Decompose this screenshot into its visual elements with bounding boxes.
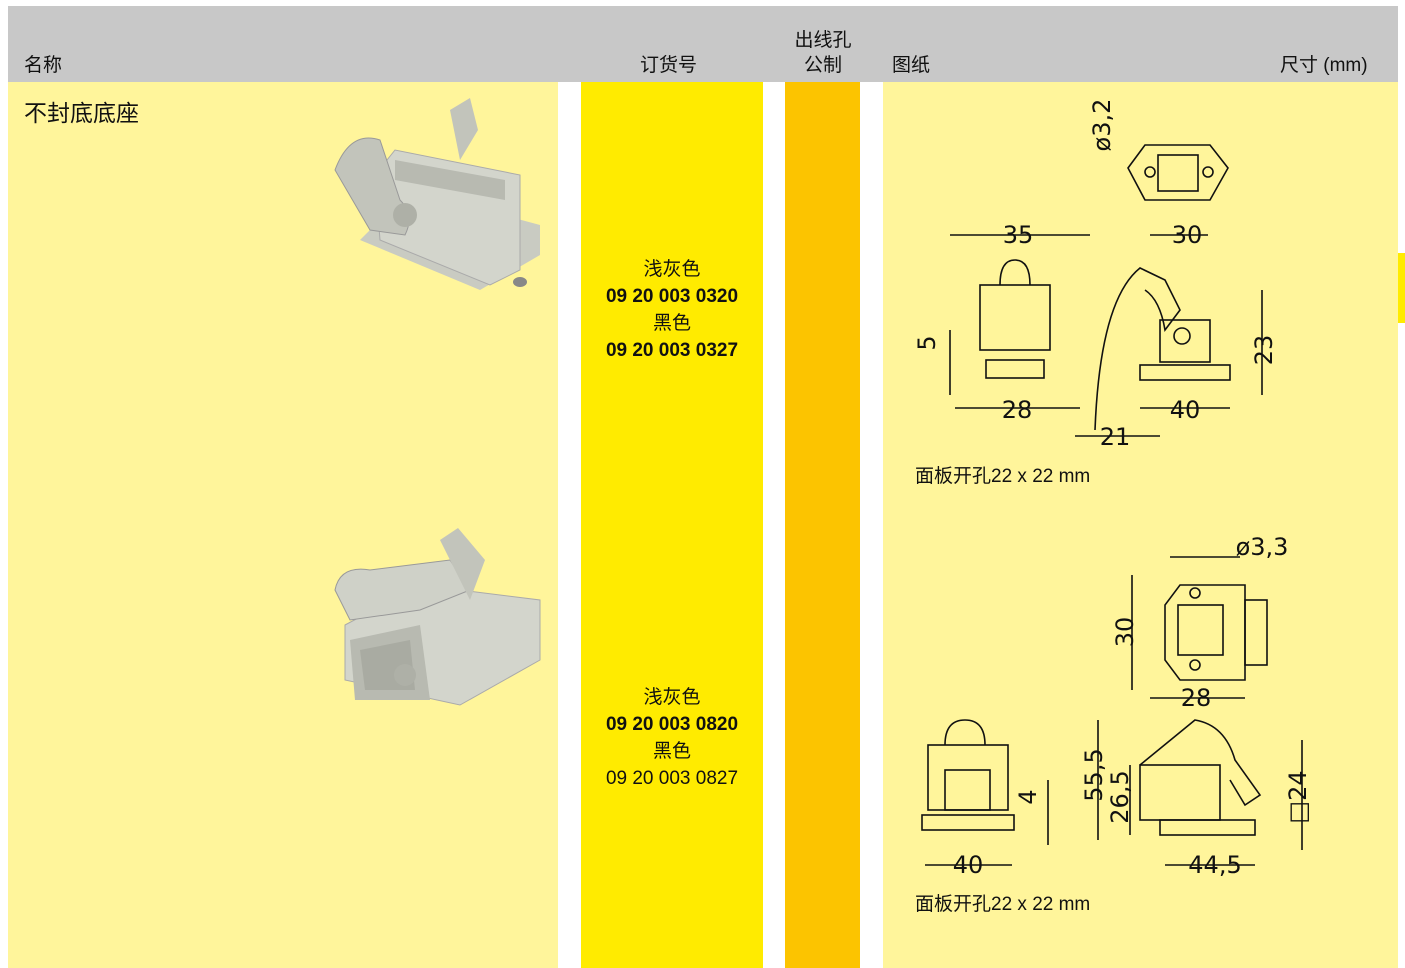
dimension-label: 28	[1002, 396, 1033, 424]
color: 黑色	[652, 313, 691, 334]
header-drawing: 图纸	[892, 55, 931, 76]
color: 浅灰色	[643, 687, 701, 708]
order-info: 浅灰色 09 20 003 0820 黑色 09 20 003 0827	[581, 684, 763, 792]
dimension-label: 30	[1172, 221, 1203, 249]
product-image	[334, 528, 541, 706]
dimension-label: 23	[1250, 335, 1278, 366]
dimension-label: 55,5	[1080, 748, 1108, 801]
side-tab	[1398, 253, 1405, 323]
header-order-no: 订货号	[640, 55, 698, 76]
order-number: 09 20 003 0827	[605, 768, 739, 789]
color: 浅灰色	[643, 259, 701, 280]
order-column	[581, 82, 763, 968]
dimension-label: □24	[1284, 770, 1312, 823]
technical-drawing: ø3,2 30 35 5 28 21 40 23	[913, 99, 1278, 451]
dimension-label: 30	[1111, 617, 1139, 648]
panel-cutout-note: 面板开孔22 x 22 mm	[915, 466, 1091, 487]
dimension-label: 5	[913, 335, 941, 350]
dimension-label: 35	[1003, 221, 1034, 249]
dimension-label: ø3,2	[1088, 99, 1116, 152]
order-number: 09 20 003 0327	[605, 340, 739, 361]
header-bar	[8, 6, 1398, 82]
header-cable-entry: 公制	[803, 55, 842, 76]
dimension-label: 40	[953, 851, 984, 879]
header-cable-entry: 出线孔	[794, 30, 852, 51]
dimension-label: 40	[1170, 396, 1201, 424]
color: 黑色	[652, 741, 691, 762]
cable-column	[785, 82, 860, 968]
dimension-label: ø3,3	[1236, 533, 1289, 561]
section-title: 不封底底座	[24, 100, 139, 126]
dimension-label: 26,5	[1106, 770, 1134, 823]
order-number: 09 20 003 0820	[605, 714, 739, 735]
dimension-label: 44,5	[1188, 851, 1241, 879]
dimension-label: 28	[1181, 684, 1212, 712]
header-name: 名称	[24, 55, 63, 76]
panel-cutout-note: 面板开孔22 x 22 mm	[915, 894, 1091, 915]
order-number: 09 20 003 0320	[605, 286, 739, 307]
order-info: 浅灰色 09 20 003 0320 黑色 09 20 003 0327	[581, 256, 763, 364]
header-dimensions: 尺寸 (mm)	[1280, 55, 1368, 76]
dimension-label: 21	[1100, 423, 1131, 451]
product-image	[334, 98, 540, 290]
technical-drawing: ø3,3 30 28 4 40 55,5 26,5 44,5 □24	[921, 533, 1312, 879]
dimension-label: 4	[1014, 789, 1042, 804]
